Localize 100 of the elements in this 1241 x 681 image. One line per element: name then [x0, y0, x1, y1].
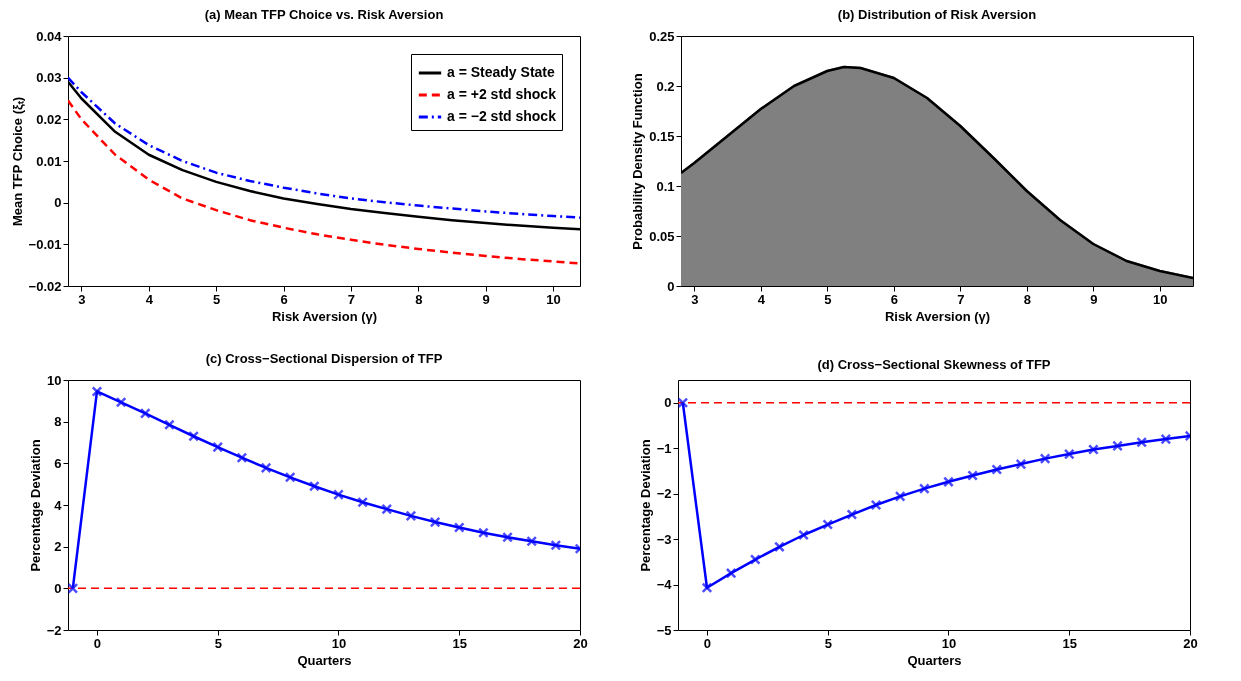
- y-tick-label: −2: [46, 622, 62, 638]
- y-tick-label: −3: [656, 531, 672, 547]
- y-tick-label: 2: [54, 539, 62, 555]
- point: [381, 503, 393, 515]
- x-tick-label: 10: [546, 291, 561, 307]
- y-tick-label: 0.05: [649, 228, 675, 244]
- x-tick-label: 7: [957, 291, 965, 307]
- chart-title: (c) Cross−Sectional Dispersion of TFP: [205, 351, 443, 366]
- x-tick-label: 3: [691, 291, 699, 307]
- y-tick-label: 8: [54, 414, 62, 430]
- point: [164, 419, 175, 431]
- legend-label: a = −2 std shock: [447, 108, 557, 124]
- point: [918, 483, 930, 495]
- x-tick-label: 9: [482, 291, 490, 307]
- point: [1015, 458, 1027, 470]
- y-tick-label: 0.04: [36, 28, 63, 44]
- x-axis-title: Quarters: [297, 652, 352, 668]
- x-tick-label: 10: [331, 635, 347, 651]
- point: [502, 531, 513, 543]
- point: [139, 407, 151, 419]
- x-axis-title: Risk Aversion (γ): [271, 308, 378, 324]
- point: [308, 480, 320, 492]
- point: [284, 471, 296, 483]
- y-tick-label: 0: [664, 395, 672, 411]
- x-tick-label: 3: [78, 291, 86, 307]
- y-axis-title: Mean TFP Choice (ξₜ): [9, 96, 25, 227]
- y-tick-label: 0.2: [656, 78, 675, 94]
- y-axis-title: Probability Density Function: [630, 73, 646, 250]
- point: [943, 476, 954, 488]
- y-tick-label: −2: [656, 486, 672, 502]
- y-tick-label: 4: [54, 497, 63, 513]
- point: [526, 535, 538, 547]
- point: [333, 489, 344, 501]
- point: [91, 386, 103, 397]
- point: [357, 496, 369, 508]
- y-tick-label: 0.03: [36, 70, 62, 86]
- point: [550, 539, 562, 551]
- x-tick-label: 5: [214, 635, 222, 651]
- x-tick-label: 8: [415, 291, 423, 307]
- chart-title: (b) Distribution of Risk Aversion: [837, 7, 1037, 22]
- x-axis-title: Quarters: [907, 652, 962, 668]
- x-tick-label: 10: [941, 635, 957, 651]
- y-axis-title: Percentage Deviation: [637, 439, 653, 572]
- x-tick-label: 6: [280, 291, 288, 307]
- point: [68, 582, 79, 594]
- y-tick-label: −1: [656, 440, 672, 456]
- x-tick-label: 5: [824, 291, 832, 307]
- point: [894, 490, 906, 502]
- point: [212, 441, 224, 453]
- point: [260, 462, 272, 474]
- y-tick-label: −0.01: [28, 236, 62, 252]
- x-tick-label: 9: [1090, 291, 1098, 307]
- x-tick-label: 20: [1183, 635, 1198, 651]
- y-tick-label: 0.02: [36, 111, 62, 127]
- point: [453, 522, 465, 533]
- y-axis-title: Percentage Deviation: [27, 439, 43, 572]
- x-tick-label: 10: [1153, 291, 1168, 307]
- point: [477, 527, 489, 539]
- y-tick-label: −0.02: [28, 278, 62, 294]
- point: [967, 470, 979, 481]
- y-tick-label: 0.1: [656, 178, 675, 194]
- chart-title: (d) Cross−Sectional Skewness of TFP: [817, 357, 1051, 372]
- x-tick-label: 5: [213, 291, 221, 307]
- y-tick-label: 0.01: [36, 153, 62, 169]
- point: [725, 567, 737, 579]
- point: [1087, 444, 1099, 455]
- y-tick-label: −5: [656, 622, 672, 638]
- y-tick-label: 0: [54, 580, 62, 596]
- point: [798, 529, 810, 541]
- point: [429, 516, 441, 528]
- point: [1063, 448, 1075, 460]
- point: [405, 510, 417, 522]
- y-tick-label: −4: [656, 577, 673, 593]
- point: [1039, 453, 1051, 465]
- point: [1160, 433, 1172, 445]
- point: [188, 430, 200, 442]
- point: [678, 397, 689, 409]
- x-tick-label: 7: [347, 291, 356, 307]
- point: [991, 464, 1003, 475]
- x-tick-label: 4: [757, 291, 766, 307]
- point: [1136, 436, 1148, 448]
- chart-title: (a) Mean TFP Choice vs. Risk Aversion: [204, 7, 444, 22]
- x-axis-title: Risk Aversion (γ): [884, 308, 991, 324]
- x-tick-label: 20: [573, 635, 588, 651]
- x-tick-label: 4: [145, 291, 154, 307]
- x-tick-label: 0: [703, 635, 712, 651]
- point: [749, 554, 761, 565]
- legend-label: a = +2 std shock: [447, 86, 557, 102]
- point: [846, 509, 858, 520]
- y-tick-label: 0: [54, 195, 62, 211]
- point: [822, 519, 834, 530]
- y-tick-label: 0.25: [649, 28, 675, 44]
- x-tick-label: 15: [452, 635, 467, 651]
- point: [115, 396, 127, 408]
- x-tick-label: 8: [1023, 291, 1031, 307]
- x-tick-label: 6: [890, 291, 898, 307]
- y-tick-label: 0.15: [649, 128, 675, 144]
- point: [870, 499, 882, 511]
- x-tick-label: 5: [824, 635, 832, 651]
- line-series: [68, 99, 580, 265]
